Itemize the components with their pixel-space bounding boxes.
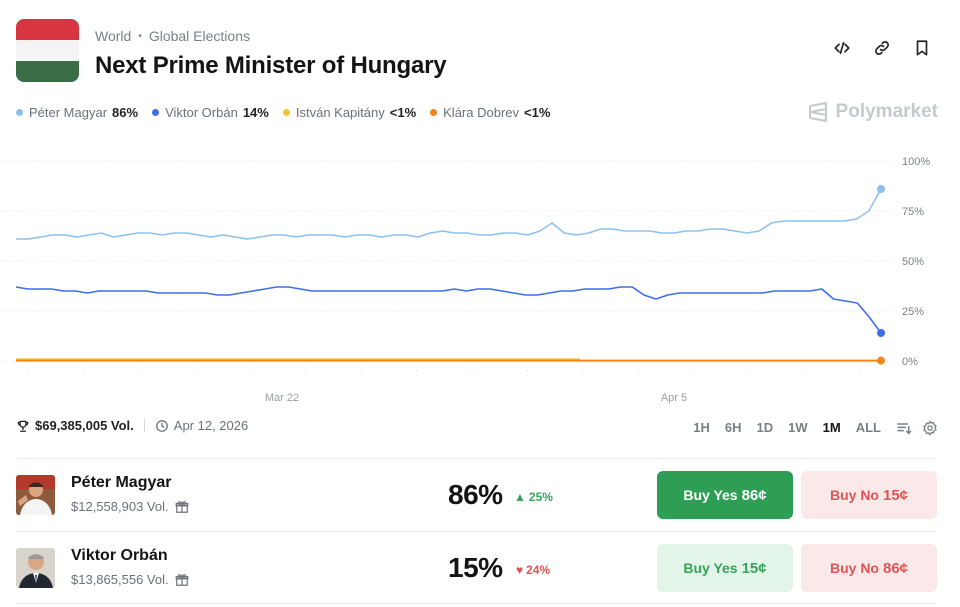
embed-code-button[interactable] bbox=[832, 38, 852, 58]
brand-name: Polymarket bbox=[835, 101, 938, 122]
legend-value: <1% bbox=[524, 105, 551, 120]
avatar-magyar bbox=[16, 475, 55, 515]
range-1d[interactable]: 1D bbox=[756, 420, 774, 435]
link-icon bbox=[875, 41, 889, 55]
page-title: Next Prime Minister of Hungary bbox=[95, 52, 447, 79]
hungary-flag-icon bbox=[16, 19, 79, 82]
buy-no-price: 86¢ bbox=[882, 559, 909, 577]
legend-name: Viktor Orbán bbox=[165, 105, 238, 120]
buy-no-button[interactable]: Buy No 86¢ bbox=[801, 544, 937, 592]
outcome-row-magyar: Péter Magyar $12,558,903 Vol. 86% ▲ 25% … bbox=[16, 458, 937, 531]
x-tick-label: Mar 22 bbox=[265, 392, 299, 404]
end-date: Apr 12, 2026 bbox=[155, 418, 248, 433]
end-date-text: Apr 12, 2026 bbox=[173, 418, 249, 433]
legend-swatch bbox=[16, 109, 23, 116]
market-stats: $69,385,005 Vol. Apr 12, 2026 bbox=[16, 418, 248, 433]
buy-yes-label: Buy Yes bbox=[683, 487, 738, 503]
series-line-1 bbox=[15, 286, 882, 334]
legend-swatch bbox=[152, 109, 160, 116]
breadcrumb: World • Global Elections bbox=[95, 28, 250, 44]
chart-filter-button[interactable] bbox=[896, 420, 912, 436]
y-tick-label: 100% bbox=[902, 156, 930, 168]
code-icon bbox=[834, 41, 850, 55]
person-photo-icon bbox=[16, 475, 55, 515]
header-actions bbox=[832, 38, 932, 58]
triangle-up-icon: ▲ bbox=[514, 490, 526, 504]
gift-icon[interactable] bbox=[175, 500, 189, 514]
chart-settings-button[interactable] bbox=[922, 420, 938, 436]
outcome-change-text: 24% bbox=[526, 563, 551, 577]
bookmark-button[interactable] bbox=[912, 38, 932, 58]
divider bbox=[143, 419, 145, 432]
range-all[interactable]: ALL bbox=[855, 420, 881, 435]
outcome-name[interactable]: Péter Magyar bbox=[71, 474, 172, 491]
series-end-point-3 bbox=[877, 356, 885, 365]
heart-down-icon: ♥ bbox=[516, 563, 524, 577]
copy-link-button[interactable] bbox=[872, 38, 892, 58]
buy-no-label: Buy No bbox=[829, 487, 879, 503]
x-tick-label: Apr 5 bbox=[661, 392, 687, 404]
buy-no-button[interactable]: Buy No 15¢ bbox=[801, 471, 937, 519]
y-tick-label: 50% bbox=[902, 256, 924, 268]
outcome-probability: 15% bbox=[448, 552, 503, 583]
legend-value: <1% bbox=[389, 105, 417, 120]
breadcrumb-world[interactable]: World bbox=[95, 28, 132, 44]
legend-item-orban: Viktor Orbán 14% bbox=[152, 105, 269, 120]
outcome-volume: $13,865,556 Vol. bbox=[71, 572, 189, 587]
outcome-change-text: 25% bbox=[528, 490, 553, 504]
outcome-name[interactable]: Viktor Orbán bbox=[71, 547, 168, 564]
outcome-row-orban: Viktor Orbán $13,865,556 Vol. 15% ♥ 24% … bbox=[16, 531, 937, 604]
legend-value: 86% bbox=[112, 105, 139, 120]
buy-yes-button[interactable]: Buy Yes 15¢ bbox=[657, 544, 793, 592]
person-photo-icon bbox=[16, 548, 55, 588]
breadcrumb-separator: • bbox=[138, 30, 142, 42]
y-tick-label: 0% bbox=[902, 356, 918, 368]
outcome-probability: 86% bbox=[448, 479, 503, 510]
buy-yes-label: Buy Yes bbox=[683, 560, 738, 576]
chart-legend: Péter Magyar 86% Viktor Orbán 14% István… bbox=[16, 105, 550, 120]
total-volume-text: $69,385,005 Vol. bbox=[35, 418, 134, 433]
polymarket-logo-icon bbox=[808, 102, 827, 122]
series-end-point-0 bbox=[877, 185, 885, 193]
legend-value: 14% bbox=[242, 105, 269, 120]
outcome-volume-text: $12,558,903 Vol. bbox=[71, 499, 169, 514]
filter-list-icon bbox=[897, 422, 912, 434]
y-tick-label: 25% bbox=[902, 306, 924, 318]
avatar-orban bbox=[16, 548, 55, 588]
gift-icon[interactable] bbox=[175, 573, 189, 587]
legend-swatch bbox=[430, 109, 438, 116]
legend-name: Péter Magyar bbox=[29, 105, 108, 120]
y-tick-label: 75% bbox=[902, 206, 924, 218]
legend-swatch bbox=[282, 109, 290, 116]
range-6h[interactable]: 6H bbox=[724, 420, 742, 435]
polymarket-logo: Polymarket bbox=[808, 101, 938, 123]
price-history-chart[interactable]: 100% 75% 50% 25% 0% Mar 22 Apr 5 bbox=[0, 140, 960, 410]
buy-no-label: Buy No bbox=[829, 560, 879, 576]
buy-no-price: 15¢ bbox=[882, 486, 909, 504]
outcome-volume: $12,558,903 Vol. bbox=[71, 499, 189, 514]
trophy-icon bbox=[17, 420, 29, 432]
bookmark-icon bbox=[916, 40, 928, 56]
legend-name: István Kapitány bbox=[295, 105, 385, 120]
clock-icon bbox=[155, 419, 168, 432]
outcome-volume-text: $13,865,556 Vol. bbox=[71, 572, 169, 587]
time-range-selector: 1H 6H 1D 1W 1M ALL bbox=[683, 418, 938, 437]
legend-item-magyar: Péter Magyar 86% bbox=[16, 105, 138, 120]
buy-yes-button[interactable]: Buy Yes 86¢ bbox=[657, 471, 793, 519]
legend-name: Klára Dobrev bbox=[443, 105, 520, 120]
range-1h[interactable]: 1H bbox=[693, 420, 710, 435]
breadcrumb-global-elections[interactable]: Global Elections bbox=[148, 28, 250, 44]
outcome-change-down: ♥ 24% bbox=[516, 563, 550, 577]
total-volume: $69,385,005 Vol. bbox=[16, 418, 134, 433]
buy-yes-price: 86¢ bbox=[741, 486, 767, 504]
gear-icon bbox=[923, 420, 937, 435]
legend-item-dobrev: Klára Dobrev <1% bbox=[430, 105, 550, 120]
legend-item-kapitany: István Kapitány <1% bbox=[282, 105, 417, 120]
range-1w[interactable]: 1W bbox=[788, 420, 808, 435]
series-line-0 bbox=[16, 188, 882, 240]
buy-yes-price: 15¢ bbox=[741, 559, 767, 577]
range-1m[interactable]: 1M bbox=[822, 420, 841, 435]
outcome-change-up: ▲ 25% bbox=[514, 490, 553, 504]
series-end-point-1 bbox=[877, 329, 885, 337]
